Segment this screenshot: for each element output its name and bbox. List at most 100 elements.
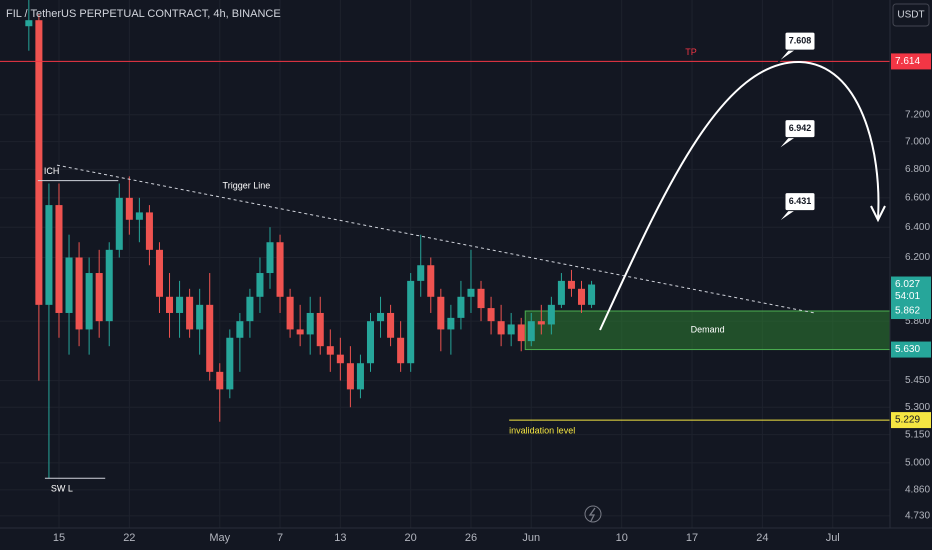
candle-body [477,288,485,309]
trend-line [56,164,815,314]
candle-body [35,20,43,305]
candle-body [306,312,314,335]
y-tick-label: 6.200 [905,252,930,263]
target-pointer [777,209,798,224]
y-tick-label: 4.860 [905,485,930,496]
target-label: 7.608 [789,36,812,46]
candle-body [276,242,284,297]
candle-body [577,288,586,305]
target-box [784,192,816,212]
arrow-head [870,205,886,223]
currency-label[interactable]: USDT [897,10,924,21]
price-tag [891,341,931,358]
target-pointer [777,48,798,63]
axes: 4.730 4.860 5.000 5.150 5.300 5.450 5.800 6.200… [53,53,931,544]
candle-body [447,317,455,330]
candle-body [176,296,184,313]
y-tick-label: 7.200 [905,109,930,120]
candle-body [467,288,475,297]
price-tag [891,276,931,305]
candle-body [85,273,93,330]
candle-body [417,265,425,281]
x-tick-label: Jun [522,532,540,544]
candle-body [547,304,555,325]
candle-body [437,296,445,330]
candle-body [517,324,525,342]
candle-body [125,197,133,220]
candle-body [296,329,304,335]
lightning-icon [588,507,596,522]
candle-body [397,337,405,364]
x-tick-label: 7 [277,532,283,544]
level-label: TP [685,47,697,57]
candle-body [286,296,294,330]
target-box [784,31,816,51]
candle-body [316,312,324,347]
replay-icon[interactable] [584,505,602,523]
y-tick-label: 5.300 [905,402,930,413]
candle-body [216,371,224,390]
target-label: 6.431 [789,196,812,206]
price-tag-label: 5.229 [895,415,920,426]
x-tick-label: 15 [53,532,65,544]
candle-body [336,354,344,364]
candle-body [95,273,103,322]
candle-body [145,212,153,250]
candle-body [196,304,204,330]
candle-body [487,308,495,322]
x-tick-label: Jul [826,532,840,544]
y-tick-label: 5.800 [905,316,930,327]
candle-body [557,280,565,305]
level-label: ICH [44,166,60,176]
target-box [784,119,816,139]
candle-body [246,296,254,322]
x-tick-label: 10 [616,532,628,544]
countdown: 54:01 [895,291,920,302]
x-tick-label: May [209,532,230,544]
candle-body [105,249,113,322]
level-label: SW L [51,484,73,494]
target-pointer [777,136,798,151]
candle-body [326,346,334,355]
candle-body [346,363,354,390]
y-tick-label: 6.600 [905,192,930,203]
y-tick-label: 4.730 [905,510,930,521]
x-tick-label: 20 [405,532,417,544]
currency-box [892,3,930,27]
candle-body [256,273,264,297]
candle-body [427,265,435,297]
candle-body [387,312,395,338]
candle-body [186,296,194,330]
y-tick-label: 5.150 [905,429,930,440]
candle-body [155,249,163,297]
candle-body [497,321,505,335]
candle-body [567,280,575,289]
candle-body [226,337,234,390]
candle-body [366,321,375,364]
x-tick-label: 26 [465,532,477,544]
candle-body [206,304,214,372]
x-tick-label: 17 [686,532,698,544]
candle-body [507,324,515,335]
candles [25,0,596,479]
y-tick-label: 7.000 [905,136,930,147]
price-tag-label: 5.862 [895,306,920,317]
candle-body [457,296,465,318]
candle-body [45,205,53,305]
annotations: Trigger Line TP invalidation level ICH SW L 7… [0,31,890,494]
zones: Demand [524,310,891,351]
candle-body [166,296,174,313]
candle-body [537,321,545,325]
x-tick-label: 24 [756,532,768,544]
y-tick-label: 5.000 [905,457,930,468]
projection-arrow [599,60,880,331]
candle-body [236,321,244,338]
x-tick-label: 22 [123,532,135,544]
candle-body [25,20,33,27]
chart-title: FIL / TetherUS PERPETUAL CONTRACT, 4h, B… [6,8,281,20]
level-label: invalidation level [509,425,575,435]
price-tag [891,303,931,320]
candle-body [356,363,364,390]
